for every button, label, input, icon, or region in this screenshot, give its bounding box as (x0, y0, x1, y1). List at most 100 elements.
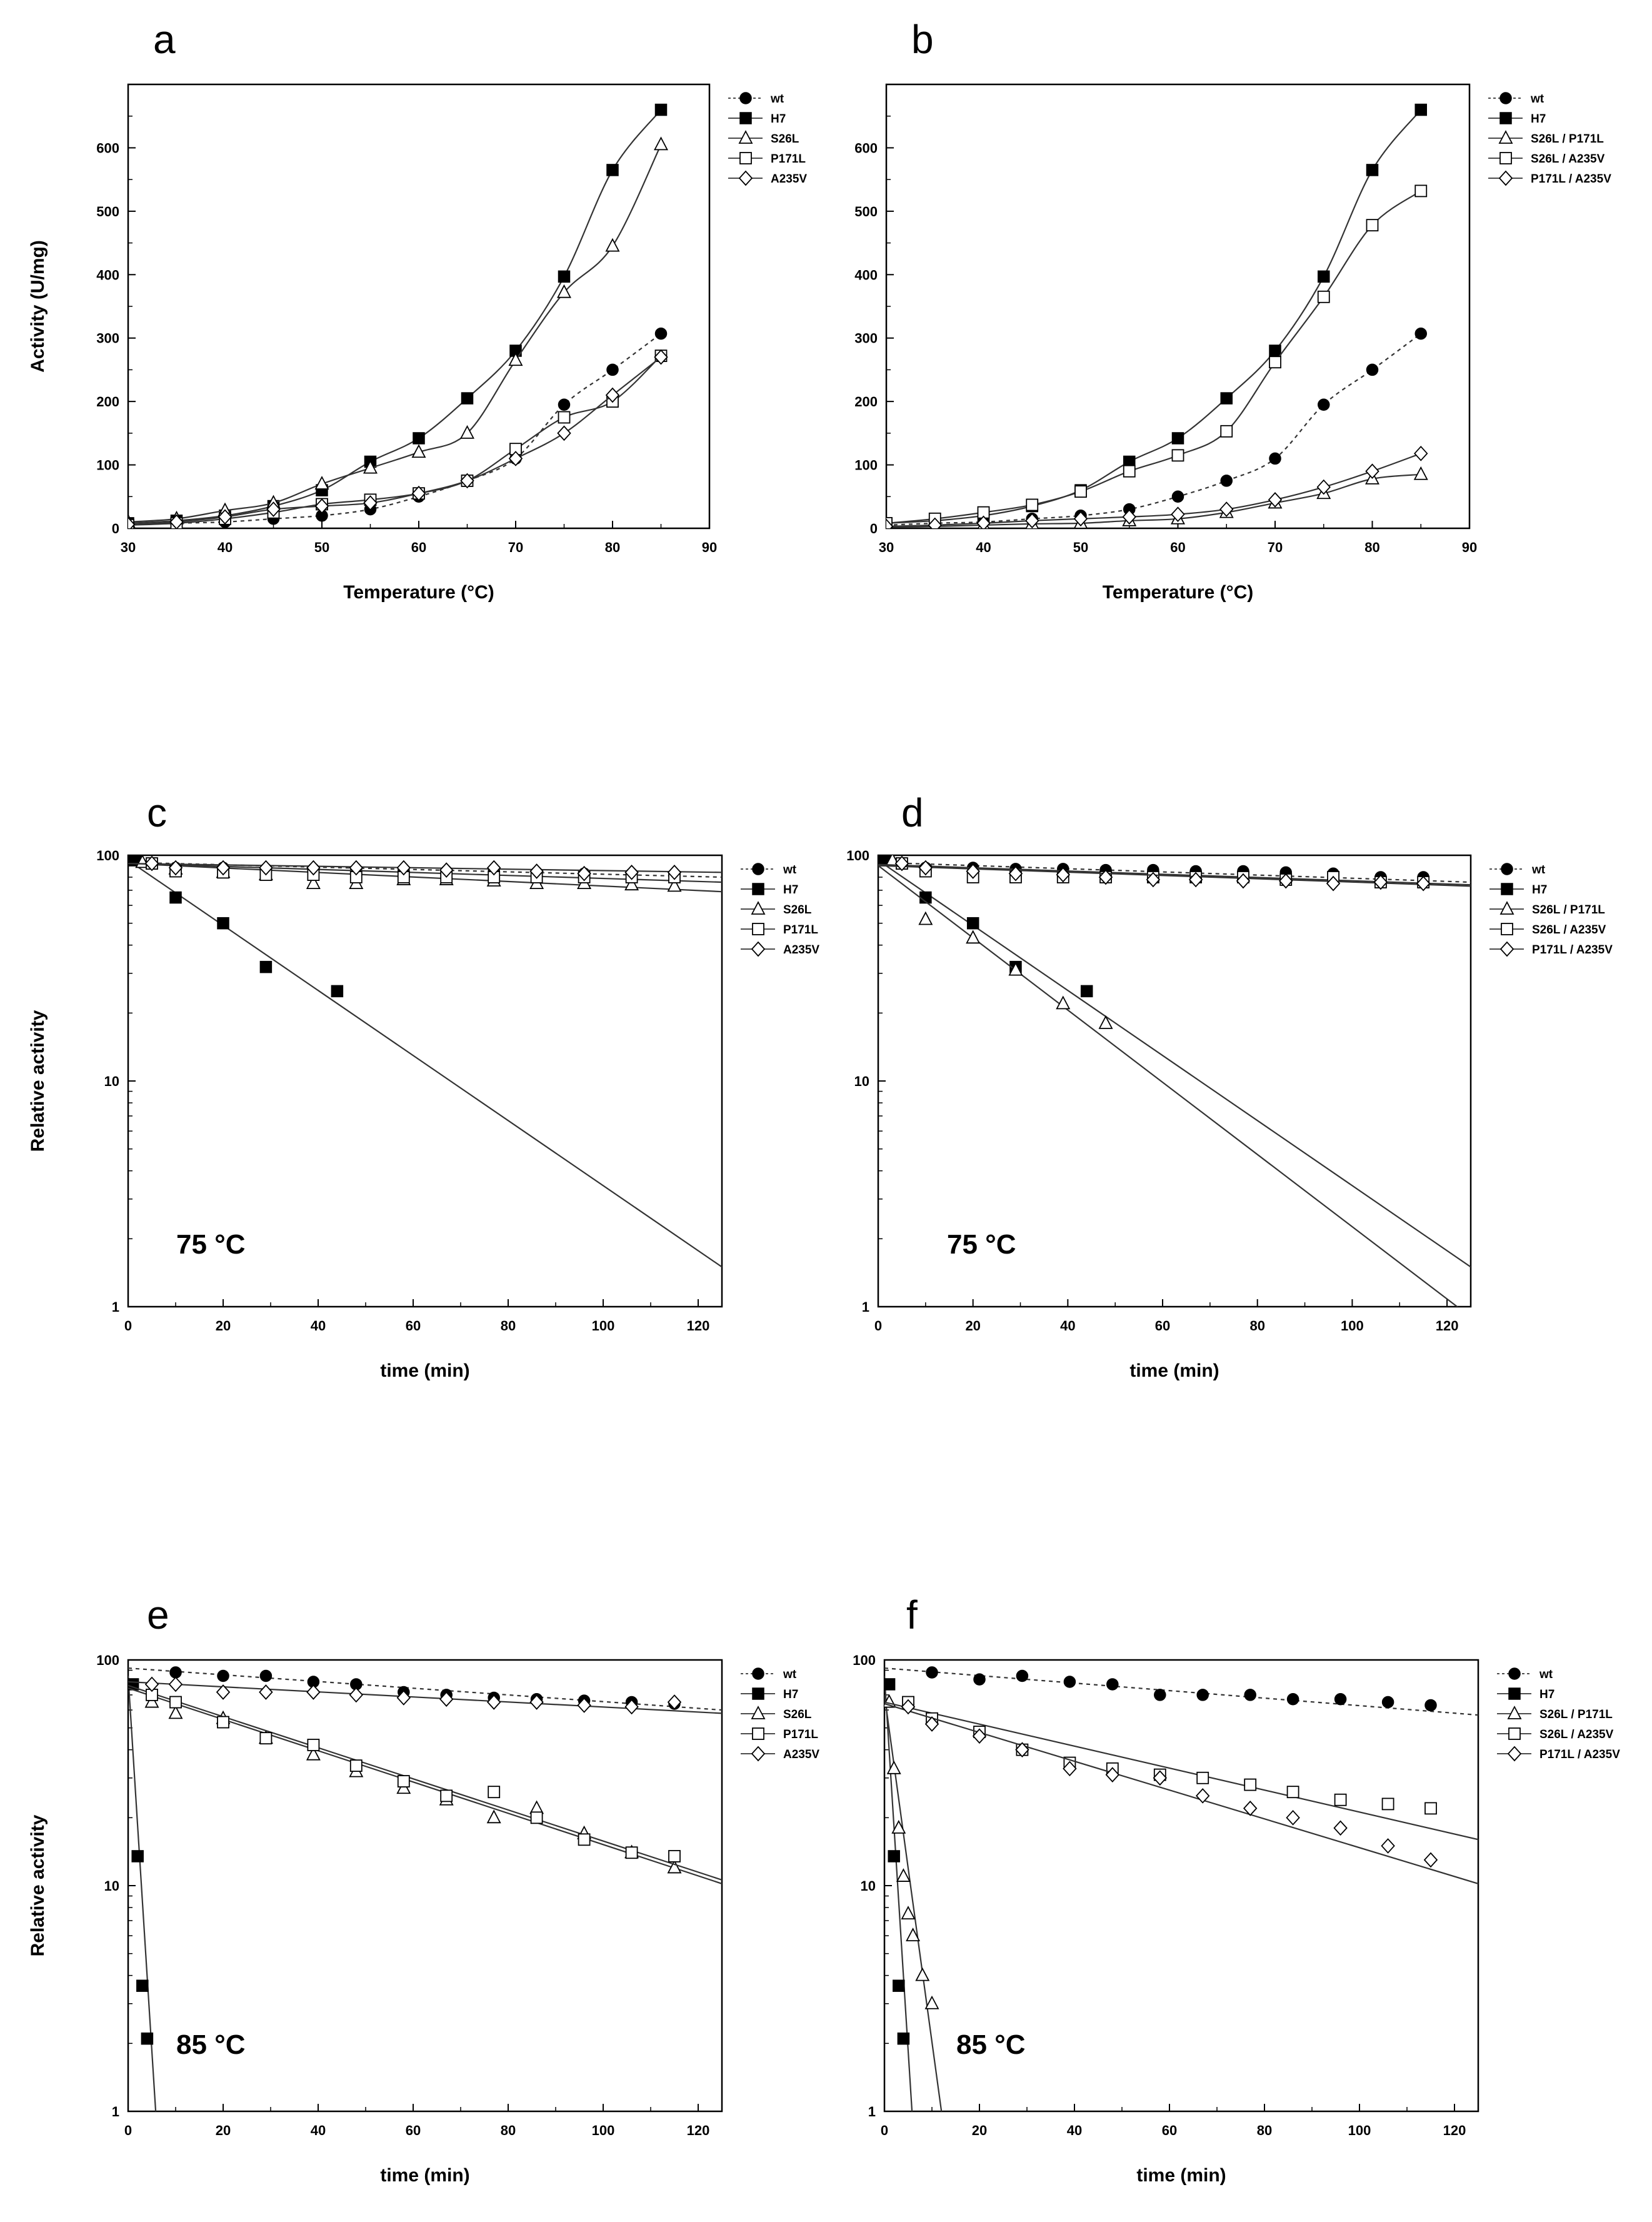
data-point (1373, 874, 1388, 890)
data-point (624, 877, 639, 891)
data-point (924, 1995, 939, 2009)
data-point (306, 860, 321, 876)
data-point (1334, 1693, 1347, 1706)
legend-label: S26L (783, 903, 812, 917)
data-point (1188, 872, 1203, 888)
legend-label: P171L / A235V (1532, 943, 1613, 957)
legend-label: S26L / A235V (1531, 153, 1605, 166)
data-point (667, 878, 682, 892)
x-tick-label: 70 (508, 540, 523, 555)
data-point (1423, 1852, 1438, 1868)
data-point (654, 136, 668, 151)
legend: wt H7 S26L P171L A235V (728, 92, 807, 186)
data-point (624, 1699, 639, 1715)
x-tick-label: 0 (124, 1318, 132, 1334)
data-point (577, 865, 591, 882)
legend-label: H7 (783, 883, 798, 897)
data-point (411, 444, 426, 458)
data-point (411, 485, 426, 501)
data-point (1268, 492, 1283, 508)
data-point (307, 1739, 320, 1751)
data-point (884, 1678, 896, 1691)
data-point (363, 460, 378, 474)
data-point (331, 985, 344, 998)
y-tick-label: 100 (846, 848, 869, 863)
legend-marker (752, 1667, 764, 1680)
data-point (1220, 425, 1233, 438)
data-point (1098, 869, 1113, 885)
plot-frame (885, 83, 1471, 530)
plot-area (884, 1666, 1478, 2111)
data-point (1026, 498, 1039, 511)
plot-area (886, 103, 1428, 528)
plot-frame (127, 83, 711, 530)
data-point (349, 860, 364, 876)
data-point (1318, 398, 1330, 411)
data-point (440, 1789, 453, 1802)
data-point (915, 1967, 930, 1981)
x-tick-label: 40 (311, 1318, 326, 1334)
y-tick-label: 100 (96, 848, 119, 863)
data-point (667, 1694, 682, 1710)
series-line (128, 109, 662, 524)
legend-label: S26L / P171L (1531, 133, 1604, 146)
x-tick-label: 100 (592, 1318, 615, 1334)
series-p171l-a235v (878, 855, 1471, 892)
series-line (128, 333, 662, 526)
data-point (606, 363, 619, 376)
legend-marker (1508, 1667, 1521, 1680)
series-h7 (128, 103, 668, 528)
data-point (314, 498, 329, 514)
data-point (1220, 392, 1233, 405)
y-tick-label: 200 (96, 394, 119, 410)
x-tick-label: 40 (1067, 2123, 1082, 2138)
legend-label: S26L / A235V (1532, 923, 1606, 937)
data-point (654, 103, 668, 116)
panel-letter: d (901, 790, 924, 835)
series-h7 (128, 1676, 157, 2111)
series-h7 (128, 855, 722, 1268)
y-axis-label: Relative activity (28, 1814, 48, 1956)
data-point (1381, 1797, 1394, 1811)
data-point (1080, 985, 1093, 998)
legend-label: S26L (783, 1708, 812, 1721)
x-tick-label: 80 (605, 540, 620, 555)
data-point (976, 515, 991, 528)
x-axis-label: time (min) (1136, 2165, 1226, 2186)
data-point (1269, 452, 1281, 465)
plot-area (128, 1666, 722, 2111)
data-point (1154, 1689, 1166, 1701)
legend: wt H7 S26L / P171L S26L / A235V P171L / A235… (1489, 863, 1613, 957)
x-tick-label: 60 (1170, 540, 1185, 555)
data-point (606, 164, 619, 176)
data-point (1196, 1771, 1209, 1784)
data-point (894, 855, 909, 872)
data-point (529, 863, 544, 879)
data-point (557, 425, 571, 441)
data-point (168, 860, 183, 876)
x-axis-label: time (min) (380, 2165, 469, 2186)
data-point (1220, 475, 1233, 487)
series-s26l-a235v (884, 1696, 1478, 1841)
series-s26l-p171l (884, 1694, 943, 2111)
data-point (1333, 1820, 1348, 1836)
y-tick-label: 100 (854, 458, 878, 473)
data-point (1334, 1793, 1347, 1806)
data-point (259, 1669, 273, 1682)
legend-marker (1508, 1727, 1521, 1740)
data-point (891, 1819, 906, 1834)
data-point (1381, 1696, 1394, 1709)
legend-label: wt (783, 863, 797, 877)
y-tick-label: 1 (112, 2104, 119, 2119)
data-point (259, 1732, 273, 1745)
y-tick-label: 10 (854, 1073, 869, 1089)
x-tick-label: 60 (1162, 2123, 1177, 2138)
data-point (1008, 865, 1023, 882)
data-point (1063, 1676, 1076, 1688)
panel-letter: c (147, 790, 167, 835)
data-point (605, 387, 620, 403)
data-point (1414, 445, 1428, 461)
data-point (1236, 873, 1251, 889)
data-point (667, 864, 682, 880)
